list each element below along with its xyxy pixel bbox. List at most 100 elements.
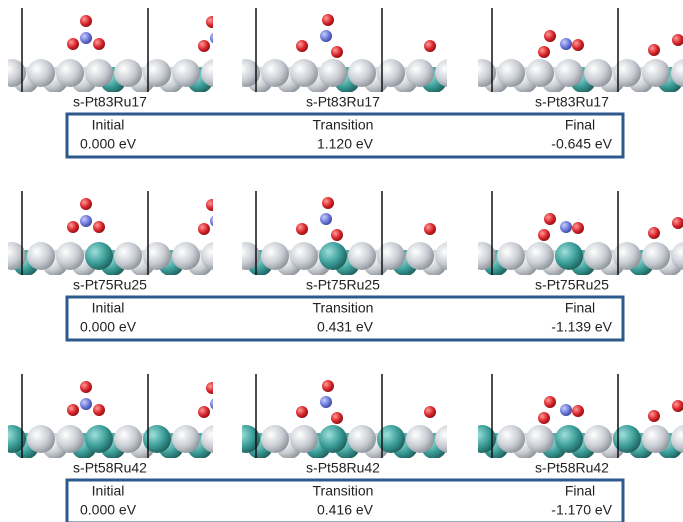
nitrogen-atom xyxy=(560,404,572,416)
oxygen-atom xyxy=(424,223,436,235)
surface-atom xyxy=(114,425,142,453)
structure-image xyxy=(468,374,683,459)
surface-atom xyxy=(114,59,142,87)
oxygen-atom xyxy=(67,38,79,50)
nitrogen-atom xyxy=(560,38,572,50)
back-atom xyxy=(450,250,476,276)
structure-label: s-Pt75Ru25 xyxy=(535,277,609,293)
surface-atom xyxy=(642,242,670,270)
back-atom xyxy=(450,67,476,93)
surface-atom xyxy=(435,425,463,453)
surface-atom xyxy=(27,59,55,87)
stage-header: Initial xyxy=(92,300,125,316)
oxygen-atom xyxy=(67,404,79,416)
back-atom xyxy=(216,67,242,93)
surface-atom xyxy=(27,425,55,453)
oxygen-atom xyxy=(544,213,556,225)
stage-header: Initial xyxy=(92,483,125,499)
stage-header: Final xyxy=(565,300,595,316)
oxygen-atom xyxy=(572,405,584,417)
surface-atom xyxy=(584,242,612,270)
oxygen-atom xyxy=(672,400,683,412)
oxygen-atom xyxy=(331,46,343,58)
structure-image xyxy=(468,8,683,93)
structure-label: s-Pt83Ru17 xyxy=(535,94,609,110)
surface-atom xyxy=(584,425,612,453)
surface-atom xyxy=(555,59,583,87)
nitrogen-atom xyxy=(80,398,92,410)
oxygen-atom xyxy=(331,412,343,424)
oxygen-atom xyxy=(672,217,683,229)
structure-label: s-Pt58Ru42 xyxy=(306,460,380,476)
oxygen-atom xyxy=(198,223,210,235)
oxygen-atom xyxy=(544,30,556,42)
surface-atom xyxy=(642,59,670,87)
oxygen-atom xyxy=(80,198,92,210)
stage-header: Initial xyxy=(92,117,125,133)
nitrogen-atom xyxy=(320,396,332,408)
oxygen-atom xyxy=(93,404,105,416)
surface-atom xyxy=(319,59,347,87)
nitrogen-atom xyxy=(210,215,222,227)
structure-image xyxy=(0,191,242,276)
surface-atom xyxy=(613,59,641,87)
oxygen-atom xyxy=(206,199,218,211)
surface-atom xyxy=(319,242,347,270)
nitrogen-atom xyxy=(80,215,92,227)
surface-atom xyxy=(584,59,612,87)
surface-atom xyxy=(201,425,229,453)
surface-atom xyxy=(348,59,376,87)
surface-atom xyxy=(435,242,463,270)
nitrogen-atom xyxy=(80,32,92,44)
surface-atom xyxy=(435,59,463,87)
surface-atom xyxy=(261,59,289,87)
nitrogen-atom xyxy=(210,32,222,44)
oxygen-atom xyxy=(572,39,584,51)
surface-atom xyxy=(555,242,583,270)
surface-atom xyxy=(497,425,525,453)
oxygen-atom xyxy=(67,221,79,233)
surface-atom xyxy=(290,242,318,270)
surface-atom xyxy=(348,242,376,270)
oxygen-atom xyxy=(544,396,556,408)
oxygen-atom xyxy=(93,221,105,233)
oxygen-atom xyxy=(648,227,660,239)
surface-atom xyxy=(406,242,434,270)
oxygen-atom xyxy=(206,382,218,394)
energy-value: 0.000 eV xyxy=(80,319,137,335)
structure-image xyxy=(468,191,683,276)
oxygen-atom xyxy=(322,14,334,26)
nitrogen-atom xyxy=(320,30,332,42)
energy-value: 1.120 eV xyxy=(317,136,374,152)
surface-atom xyxy=(613,242,641,270)
oxygen-atom xyxy=(206,16,218,28)
structure-image xyxy=(232,191,476,276)
surface-atom xyxy=(555,425,583,453)
oxygen-atom xyxy=(672,34,683,46)
stage-header: Transition xyxy=(313,483,374,499)
surface-atom xyxy=(377,242,405,270)
surface-atom xyxy=(526,425,554,453)
surface-atom xyxy=(526,59,554,87)
oxygen-atom xyxy=(80,381,92,393)
surface-atom xyxy=(497,242,525,270)
oxygen-atom xyxy=(296,223,308,235)
surface-atom xyxy=(56,425,84,453)
surface-atom xyxy=(348,425,376,453)
oxygen-atom xyxy=(572,222,584,234)
surface-atom xyxy=(290,59,318,87)
oxygen-atom xyxy=(538,46,550,58)
surface-atom xyxy=(143,59,171,87)
surface-atom xyxy=(526,242,554,270)
surface-atom xyxy=(143,425,171,453)
oxygen-atom xyxy=(424,40,436,52)
oxygen-atom xyxy=(424,406,436,418)
back-atom xyxy=(450,433,476,459)
energy-value: -1.170 eV xyxy=(551,502,612,518)
oxygen-atom xyxy=(80,15,92,27)
oxygen-atom xyxy=(331,229,343,241)
oxygen-atom xyxy=(648,410,660,422)
structure-label: s-Pt58Ru42 xyxy=(73,460,147,476)
surface-atom xyxy=(642,425,670,453)
surface-atom xyxy=(85,59,113,87)
